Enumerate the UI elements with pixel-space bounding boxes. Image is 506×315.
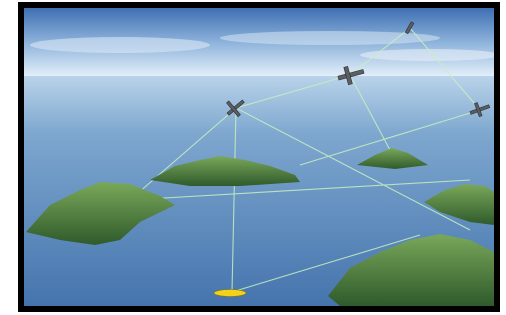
- page: [0, 0, 506, 315]
- cloud: [30, 37, 210, 53]
- scene-view: [24, 8, 500, 306]
- scene: [0, 0, 506, 315]
- submarine: [214, 290, 246, 297]
